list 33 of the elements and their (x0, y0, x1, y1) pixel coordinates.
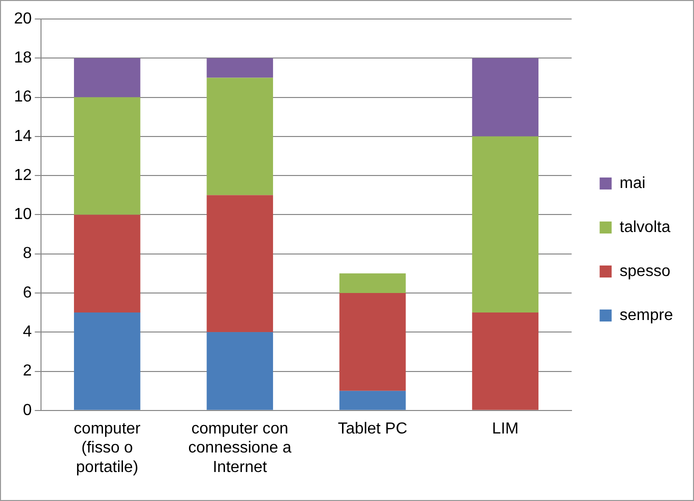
bar (206, 78, 274, 196)
legend-label: spesso (620, 262, 670, 280)
x-tick-label: Tablet PC (338, 420, 408, 438)
bar (472, 312, 538, 410)
y-tick-label: 8 (22, 245, 32, 262)
bar (74, 97, 140, 215)
y-tick-label: 12 (14, 166, 32, 184)
bar (206, 58, 274, 78)
y-tick-label: 6 (22, 284, 32, 302)
y-tick-label: 10 (14, 206, 32, 224)
legend-label: mai (620, 174, 646, 192)
y-tick-label: 20 (14, 10, 32, 28)
bar (472, 136, 538, 313)
x-tick-label: computer (fisso o portatile) (74, 420, 142, 476)
bar (74, 312, 140, 410)
legend-label: sempre (620, 306, 674, 324)
bar (74, 58, 140, 98)
bar (206, 195, 274, 332)
y-tick-label: 14 (14, 128, 32, 145)
bar (472, 58, 538, 136)
bar (339, 292, 406, 391)
y-tick-label: 2 (22, 362, 32, 380)
bar (339, 390, 406, 410)
y-tick-label: 18 (14, 50, 32, 67)
y-tick-label: 0 (22, 402, 32, 419)
legend-label: talvolta (620, 218, 670, 236)
y-tick-label: 4 (22, 324, 32, 341)
x-tick-label: LIM (492, 420, 519, 438)
bar (206, 332, 274, 410)
x-tick-label: computer con connessione a Internet (188, 420, 292, 476)
y-tick-label: 16 (14, 88, 32, 106)
bar (74, 214, 140, 313)
bar (339, 273, 406, 293)
